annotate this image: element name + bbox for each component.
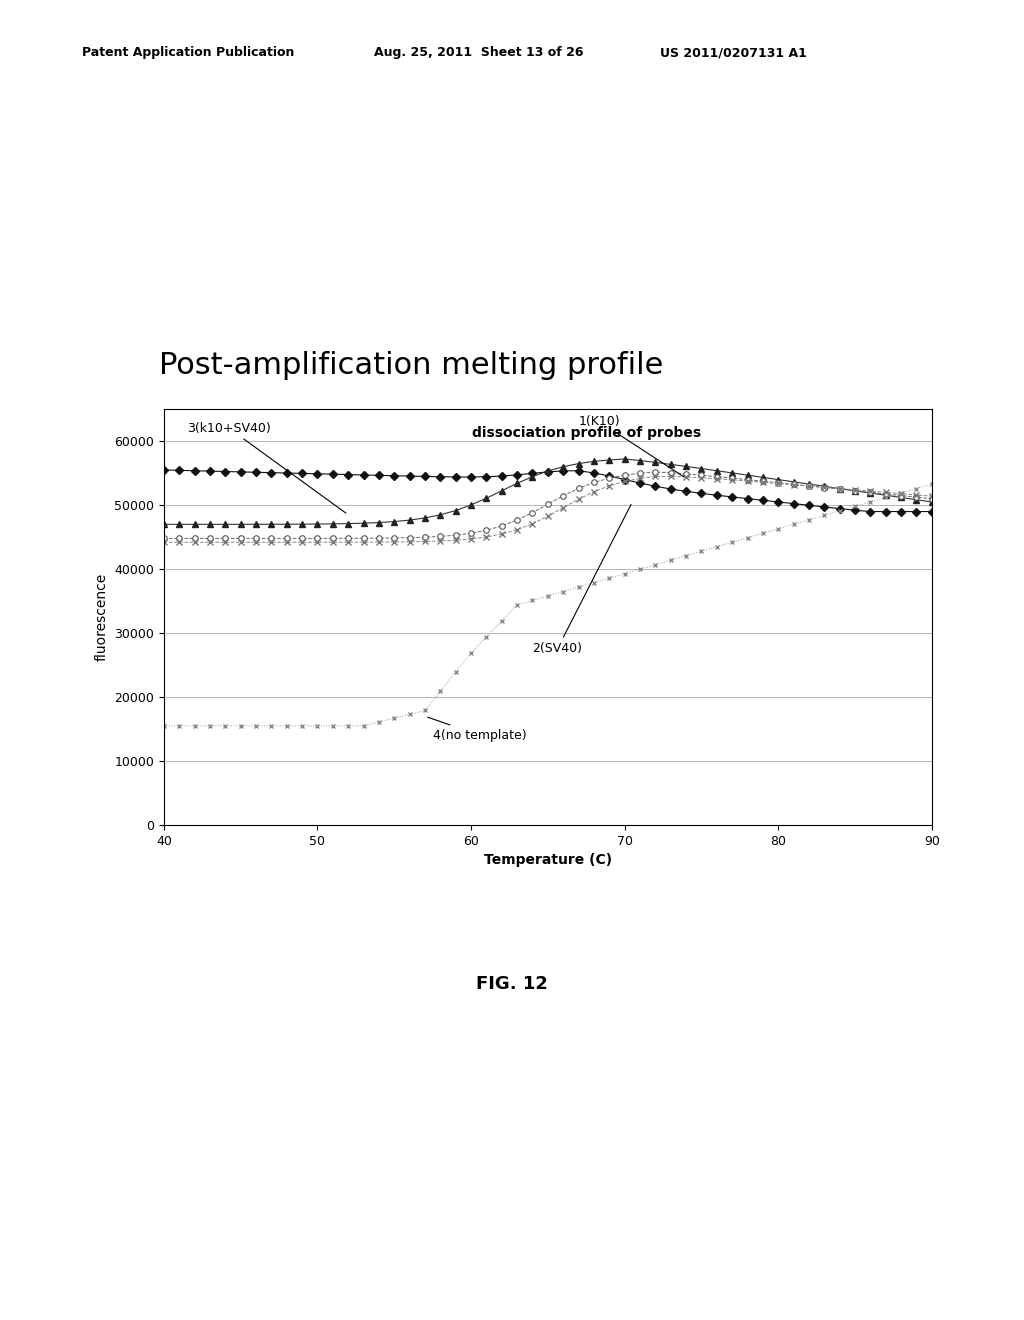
- Text: Post-amplification melting profile: Post-amplification melting profile: [159, 351, 664, 380]
- X-axis label: Temperature (C): Temperature (C): [483, 853, 612, 867]
- Text: 2(SV40): 2(SV40): [532, 504, 631, 655]
- Y-axis label: fluorescence: fluorescence: [94, 573, 109, 661]
- Text: 3(k10+SV40): 3(k10+SV40): [186, 421, 346, 513]
- Text: FIG. 12: FIG. 12: [476, 974, 548, 993]
- Text: US 2011/0207131 A1: US 2011/0207131 A1: [660, 46, 807, 59]
- Text: dissociation profile of probes: dissociation profile of probes: [472, 426, 700, 440]
- Text: Aug. 25, 2011  Sheet 13 of 26: Aug. 25, 2011 Sheet 13 of 26: [374, 46, 584, 59]
- Text: 1(K10): 1(K10): [579, 416, 684, 477]
- Text: Patent Application Publication: Patent Application Publication: [82, 46, 294, 59]
- Text: 4(no template): 4(no template): [428, 717, 526, 742]
